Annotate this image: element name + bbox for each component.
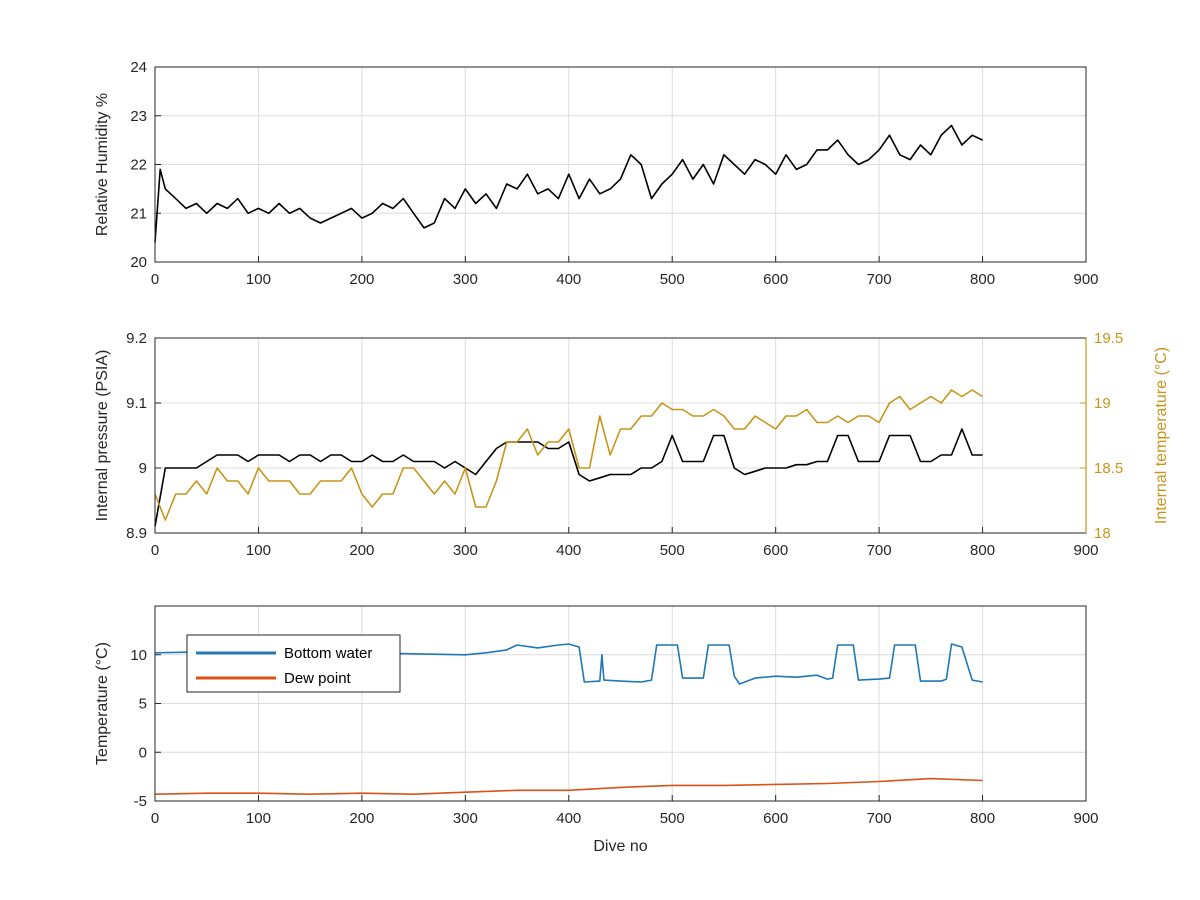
legend-entry-1: Bottom water	[284, 645, 372, 662]
y-tick-label: 24	[130, 59, 147, 76]
y2-axis-label: Internal temperature (°C)	[1153, 347, 1170, 524]
axes-box	[154, 66, 1087, 263]
x-axis-label: Dive no	[593, 838, 647, 855]
x-tick-label: 400	[556, 542, 581, 559]
y2-tick-label: 18	[1094, 525, 1111, 542]
panels: 0 100 200 300 400 500 600 700 800 9002021222324Re…	[94, 59, 1170, 855]
x-tick-label: 500	[660, 271, 685, 288]
y-tick-label: -5	[134, 793, 147, 810]
x-tick-label: 0	[151, 810, 159, 827]
legend: Bottom water Dew point	[186, 634, 401, 693]
x-tick-label: 900	[1073, 810, 1098, 827]
chart-panel-1: 0 100 200 300 400 500 600 700 800 900 20 21 22 23 24 Re…	[94, 59, 1099, 288]
x-tick-label: 0	[151, 271, 159, 288]
y2-tick-label: 18.5	[1094, 460, 1123, 477]
x-tick-label: 200	[349, 810, 374, 827]
x-tick-label: 600	[763, 542, 788, 559]
y-tick-label: 9.2	[126, 330, 147, 347]
series-line-1	[154, 124, 983, 243]
series-line-1	[154, 643, 983, 685]
x-tick-label: 500	[660, 810, 685, 827]
x-tick-label: 700	[867, 271, 892, 288]
x-tick-label: 100	[246, 542, 271, 559]
x-tick-label: 700	[867, 810, 892, 827]
y-tick-label: 9.1	[126, 395, 147, 412]
chart-panel-3: 0 100 200 300 400 500 600 700 800 900-50510Temper…	[94, 605, 1099, 855]
y-tick-label: 21	[130, 205, 147, 222]
y-axis-label: Internal pressure (PSIA)	[94, 350, 111, 522]
x-tick-label: 600	[763, 271, 788, 288]
y-tick-label: 8.9	[126, 525, 147, 542]
x-tick-label: 400	[556, 810, 581, 827]
x-tick-label: 900	[1073, 271, 1098, 288]
x-tick-label: 100	[246, 810, 271, 827]
legend-box	[186, 634, 401, 693]
x-tick-label: 500	[660, 542, 685, 559]
series-line-1	[154, 428, 983, 527]
legend-entry-2: Dew point	[284, 670, 352, 687]
plot-area	[155, 338, 1086, 533]
y-tick-label: 22	[130, 157, 147, 174]
x-tick-label: 800	[970, 271, 995, 288]
x-tick-label: 300	[453, 542, 478, 559]
y-tick-label: 5	[139, 696, 147, 713]
x-tick-label: 800	[970, 542, 995, 559]
x-tick-label: 900	[1073, 542, 1098, 559]
y-axis-label: Relative Humidity %	[94, 93, 111, 236]
y-axis-label: Temperature (°C)	[94, 642, 111, 765]
x-tick-label: 300	[453, 810, 478, 827]
y-tick-label: 20	[130, 254, 147, 271]
series-line-2	[154, 777, 983, 796]
series-line-2	[154, 389, 984, 521]
x-tick-label: 700	[867, 542, 892, 559]
x-tick-label: 200	[349, 271, 374, 288]
y2-tick-label: 19.5	[1094, 330, 1123, 347]
x-tick-label: 400	[556, 271, 581, 288]
y-tick-label: 23	[130, 108, 147, 125]
y-tick-label: 9	[139, 460, 147, 477]
x-tick-label: 300	[453, 271, 478, 288]
x-tick-label: 100	[246, 271, 271, 288]
x-tick-label: 800	[970, 810, 995, 827]
y-tick-label: 0	[139, 744, 147, 761]
axes-box	[154, 605, 1087, 802]
y2-tick-label: 19	[1094, 395, 1111, 412]
chart-panel-2: 0 100 200 300 400 500 600 700 800 900 8.9 9 9.1 9.2 18…	[94, 330, 1170, 559]
x-tick-label: 0	[151, 542, 159, 559]
y-tick-label: 10	[130, 647, 147, 664]
x-tick-label: 200	[349, 542, 374, 559]
x-tick-label: 600	[763, 810, 788, 827]
